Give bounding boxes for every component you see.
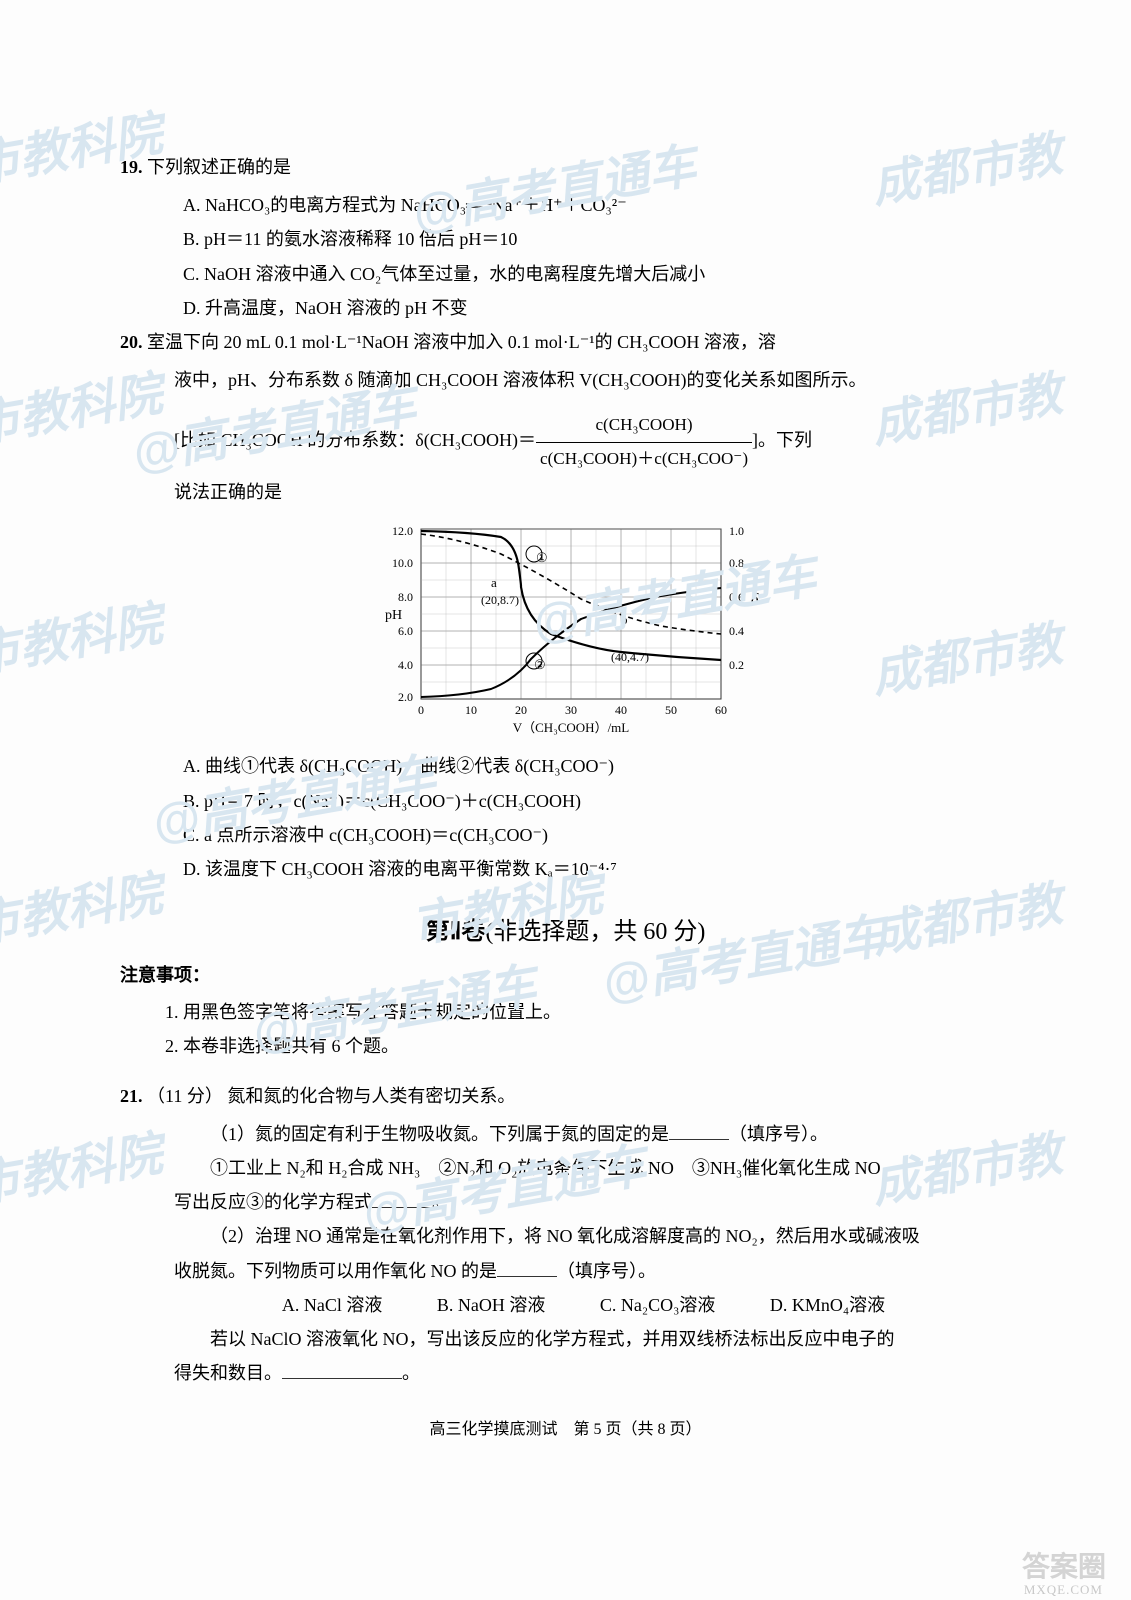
chart-point-a: a <box>491 575 497 590</box>
blank <box>669 1139 729 1140</box>
ytick-left: 4.0 <box>398 658 413 672</box>
chart-point2-label: (40,4.7) <box>611 650 649 664</box>
q19-number: 19. <box>120 157 143 177</box>
ytick-right: 0.2 <box>729 658 744 672</box>
ytick-left: 10.0 <box>392 556 413 570</box>
q21-p1-write: 写出反应③的化学方程式 。 <box>120 1185 1011 1219</box>
blank <box>282 1378 402 1379</box>
xtick: 50 <box>665 703 677 717</box>
chart-point1-label: (20,8.7) <box>481 593 519 607</box>
formula-prefix: [比如 CH₃COOH 的分布系数：δ(CH₃COOH)＝ <box>174 430 536 450</box>
ytick-left: 12.0 <box>392 524 413 538</box>
q21-p3-line2: 得失和数目。 。 <box>120 1356 1011 1390</box>
q20-option-d: D. 该温度下 CH₃COOH 溶液的电离平衡常数 Kₐ＝10⁻⁴·⁷ <box>120 852 1011 886</box>
q21-stem: 21. （11 分） 氮和氮的化合物与人类有密切关系。 <box>120 1079 1011 1113</box>
ytick-right: 0.8 <box>729 556 744 570</box>
formula-den: c(CH₃COOH)＋c(CH₃COO⁻) <box>536 443 752 475</box>
q20-formula: [比如 CH₃COOH 的分布系数：δ(CH₃COOH)＝c(CH₃COOH)c… <box>120 409 1011 475</box>
chart-container: a b ① ② (20,8.7) (40,4.7) 2.0 4.0 6.0 8.… <box>120 519 1011 739</box>
q19-option-c: C. NaOH 溶液中通入 CO₂气体至过量，水的电离程度先增大后减小 <box>120 257 1011 291</box>
q21-p3-line2-text: 得失和数目。 <box>174 1363 282 1383</box>
xtick: 60 <box>715 703 727 717</box>
q21-p3-end: 。 <box>402 1363 420 1383</box>
q21-number: 21. <box>120 1086 143 1106</box>
bottom-logo: 答案圈 <box>1022 1545 1106 1585</box>
notice-item-1: 1. 用黑色签字笔将答案写在答题卡规定的位置上。 <box>120 995 1011 1029</box>
notice-heading: 注意事项： <box>120 961 1011 987</box>
q21-p2-suffix: （填序号）。 <box>557 1261 656 1281</box>
ytick-right: 0.6 <box>729 590 744 604</box>
q20-option-b: B. pH＝7 时，c(Na⁺)＝c(CH₃COO⁻)＋c(CH₃COOH) <box>120 784 1011 818</box>
xtick: 0 <box>418 703 424 717</box>
ytick-left: 2.0 <box>398 690 413 704</box>
q21-p1-write-text: 写出反应③的化学方程式 <box>174 1192 372 1212</box>
chart-label-2: ② <box>534 657 546 672</box>
page-footer: 高三化学摸底测试 第 5 页（共 8 页） <box>120 1415 1011 1439</box>
ytick-left: 6.0 <box>398 624 413 638</box>
ylabel-left: pH <box>385 608 402 623</box>
q21-p1-text: （1）氮的固定有利于生物吸收氮。下列属于氮的固定的是 <box>210 1124 669 1144</box>
blank <box>497 1276 557 1277</box>
q19-option-d: D. 升高温度，NaOH 溶液的 pH 不变 <box>120 291 1011 325</box>
section-2-rest: (非选择题，共 60 分) <box>485 919 705 945</box>
q20-number: 20. <box>120 332 143 352</box>
q21-p1-suffix: （填序号）。 <box>729 1124 828 1144</box>
ytick-left: 8.0 <box>398 590 413 604</box>
q21-p2-opt-d: D. KMnO₄溶液 <box>770 1295 885 1315</box>
xtick: 40 <box>615 703 627 717</box>
q21-p2-line2: 收脱氮。下列物质可以用作氧化 NO 的是 （填序号）。 <box>120 1254 1011 1288</box>
section-2-bold: 第Ⅱ卷 <box>426 919 486 945</box>
xlabel: V（CH₃COOH）/mL <box>512 720 629 735</box>
q21-p1-write-end: 。 <box>432 1192 450 1212</box>
q20-option-a: A. 曲线①代表 δ(CH₃COOH)，曲线②代表 δ(CH₃COO⁻) <box>120 749 1011 783</box>
ytick-right: 0.4 <box>729 624 744 638</box>
q20-stem-line1: 室温下向 20 mL 0.1 mol·L⁻¹NaOH 溶液中加入 0.1 mol… <box>147 332 776 352</box>
blank <box>372 1207 432 1208</box>
exam-page: 市教科院 @高考直通车 成都市教 市教科院 @高考直通车 成都市教 @高考直通车… <box>0 0 1131 1600</box>
q21-p2-opt-b: B. NaOH 溶液 <box>437 1295 546 1315</box>
formula-num: c(CH₃COOH) <box>536 409 752 442</box>
xtick: 20 <box>515 703 527 717</box>
q21-points: （11 分） <box>147 1086 223 1106</box>
q21-p2-options: A. NaCl 溶液 B. NaOH 溶液 C. Na₂CO₃溶液 D. KMn… <box>120 1288 1011 1322</box>
q20-stem-line2: 液中，pH、分布系数 δ 随滴加 CH₃COOH 溶液体积 V(CH₃COOH)… <box>120 363 1011 397</box>
formula-suffix: ]。下列 <box>752 430 812 450</box>
chart-svg: a b ① ② (20,8.7) (40,4.7) 2.0 4.0 6.0 8.… <box>366 519 766 739</box>
q21-p1: （1）氮的固定有利于生物吸收氮。下列属于氮的固定的是 （填序号）。 <box>120 1117 1011 1151</box>
q21-p2-opt-c: C. Na₂CO₃溶液 <box>600 1295 716 1315</box>
xtick: 30 <box>565 703 577 717</box>
q20-option-c: C. a 点所示溶液中 c(CH₃COOH)＝c(CH₃COO⁻) <box>120 818 1011 852</box>
q19-option-a: A. NaHCO₃的电离方程式为 NaHCO₃══Na⁺＋H⁺＋CO₃²⁻ <box>120 188 1011 222</box>
chart-point-b: b <box>621 612 628 627</box>
q21-p3-line1: 若以 NaClO 溶液氧化 NO，写出该反应的化学方程式，并用双线桥法标出反应中… <box>120 1322 1011 1356</box>
formula-fraction: c(CH₃COOH)c(CH₃COOH)＋c(CH₃COO⁻) <box>536 409 752 475</box>
ylabel-right: δ <box>751 591 759 608</box>
notice-item-2: 2. 本卷非选择题共有 6 个题。 <box>120 1029 1011 1063</box>
bottom-url: MXQE.COM <box>1024 1582 1103 1598</box>
q20-stem-line3: 说法正确的是 <box>120 475 1011 509</box>
q19-option-b: B. pH＝11 的氨水溶液稀释 10 倍后 pH＝10 <box>120 222 1011 256</box>
q19-text: 下列叙述正确的是 <box>147 157 291 177</box>
q21-p2-opt-a: A. NaCl 溶液 <box>282 1295 383 1315</box>
q21-p2-line2-text: 收脱氮。下列物质可以用作氧化 NO 的是 <box>174 1261 497 1281</box>
q19-stem: 19. 下列叙述正确的是 <box>120 150 1011 184</box>
q20-stem: 20. 室温下向 20 mL 0.1 mol·L⁻¹NaOH 溶液中加入 0.1… <box>120 325 1011 359</box>
ytick-right: 1.0 <box>729 524 744 538</box>
xtick: 10 <box>465 703 477 717</box>
q21-stem-text: 氮和氮的化合物与人类有密切关系。 <box>227 1086 515 1106</box>
section-2-title: 第Ⅱ卷(非选择题，共 60 分) <box>120 911 1011 946</box>
q21-p1-opts: ①工业上 N₂和 H₂合成 NH₃ ②N₂和 O₂放电条件下生成 NO ③NH₃… <box>120 1151 1011 1185</box>
q21-p2-line1: （2）治理 NO 通常是在氧化剂作用下，将 NO 氧化成溶解度高的 NO₂，然后… <box>120 1219 1011 1253</box>
